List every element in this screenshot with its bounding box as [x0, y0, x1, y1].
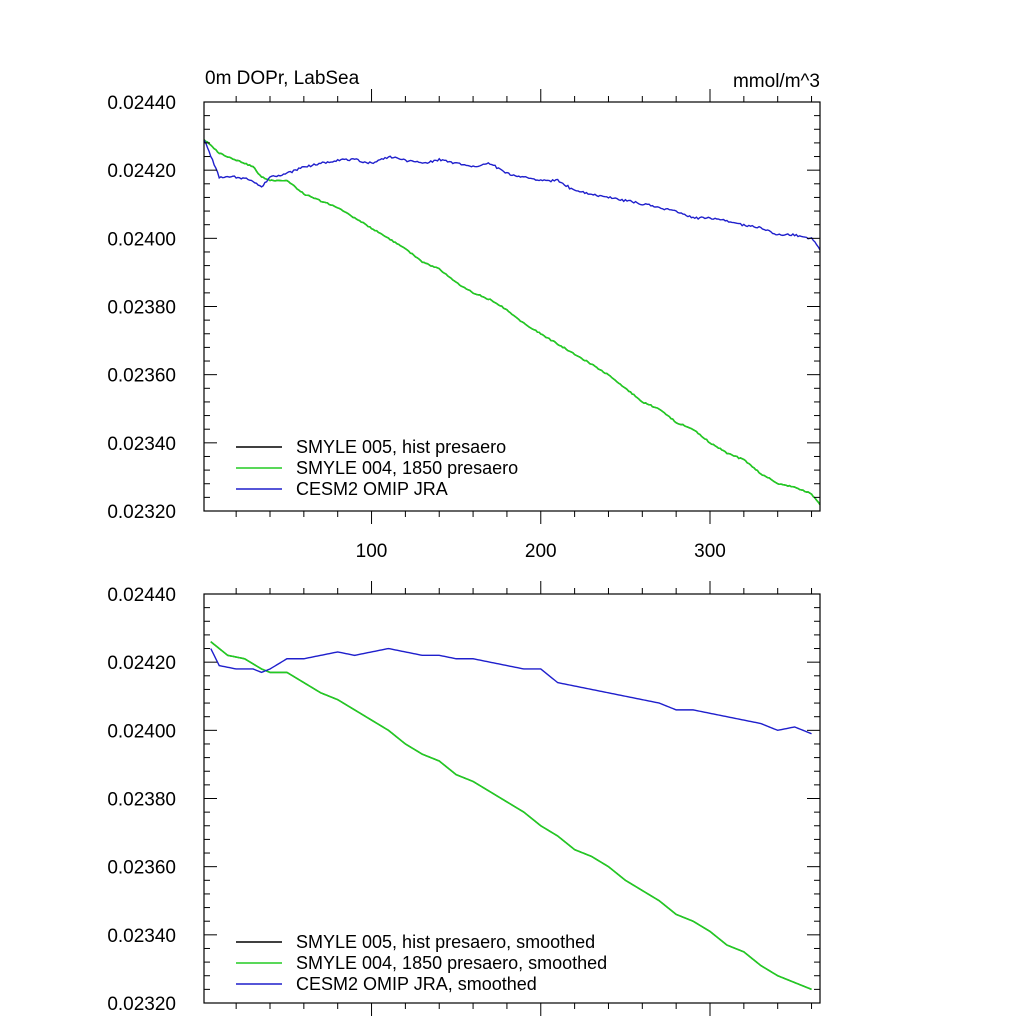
y-tick-label: 0.02400	[107, 721, 176, 742]
top-axes-layer: 0.02320 0.02340 0.02360 0.02380 0.02400 0.024…	[107, 89, 820, 562]
legend-label-2: SMYLE 004, 1850 presaero	[296, 458, 518, 478]
series-line-3	[210, 647, 812, 735]
legend-label-3: CESM2 OMIP JRA	[296, 479, 448, 499]
bottom-legend: SMYLE 005, hist presaero, smoothedSMYLE …	[236, 932, 607, 994]
legend-label-1: SMYLE 005, hist presaero, smoothed	[296, 932, 595, 952]
y-tick-label: 0.02340	[107, 926, 176, 947]
units-label: mmol/m^3	[733, 71, 820, 92]
y-tick-label: 0.02440	[107, 93, 176, 114]
top-series-layer	[203, 139, 821, 506]
legend-label-2: SMYLE 004, 1850 presaero, smoothed	[296, 953, 607, 973]
series-line-3	[203, 139, 821, 251]
y-tick-label: 0.02380	[107, 298, 176, 319]
y-tick-label: 0.02400	[107, 229, 176, 250]
legend-label-3: CESM2 OMIP JRA, smoothed	[296, 974, 537, 994]
bottom-axes-layer: 0.02320 0.02340 0.02360 0.02380 0.02400 0.024…	[107, 581, 820, 1016]
y-tick-label: 0.02380	[107, 790, 176, 811]
y-tick-label: 0.02360	[107, 366, 176, 387]
y-tick-label: 0.02320	[107, 502, 176, 523]
y-tick-label: 0.02340	[107, 434, 176, 455]
top-panel: 0m DOPr, LabSea mmol/m^3 0.023200.023400…	[107, 68, 821, 562]
series-line-2	[203, 139, 821, 506]
chart-title: 0m DOPr, LabSea	[205, 68, 360, 89]
x-tick-label: 100	[356, 541, 388, 562]
bottom-series-layer	[210, 641, 812, 991]
series-line-2	[210, 641, 812, 991]
y-tick-label: 0.02440	[107, 585, 176, 606]
y-tick-label: 0.02360	[107, 858, 176, 879]
bottom-panel: 0.02320 0.02340 0.02360 0.02380 0.02400 0.024…	[107, 581, 821, 1016]
legend-label-1: SMYLE 005, hist presaero	[296, 437, 506, 457]
x-tick-label: 300	[694, 541, 726, 562]
x-tick-label: 200	[525, 541, 557, 562]
y-tick-label: 0.02420	[107, 161, 176, 182]
y-tick-label: 0.02320	[107, 994, 176, 1015]
y-tick-label: 0.02420	[107, 653, 176, 674]
